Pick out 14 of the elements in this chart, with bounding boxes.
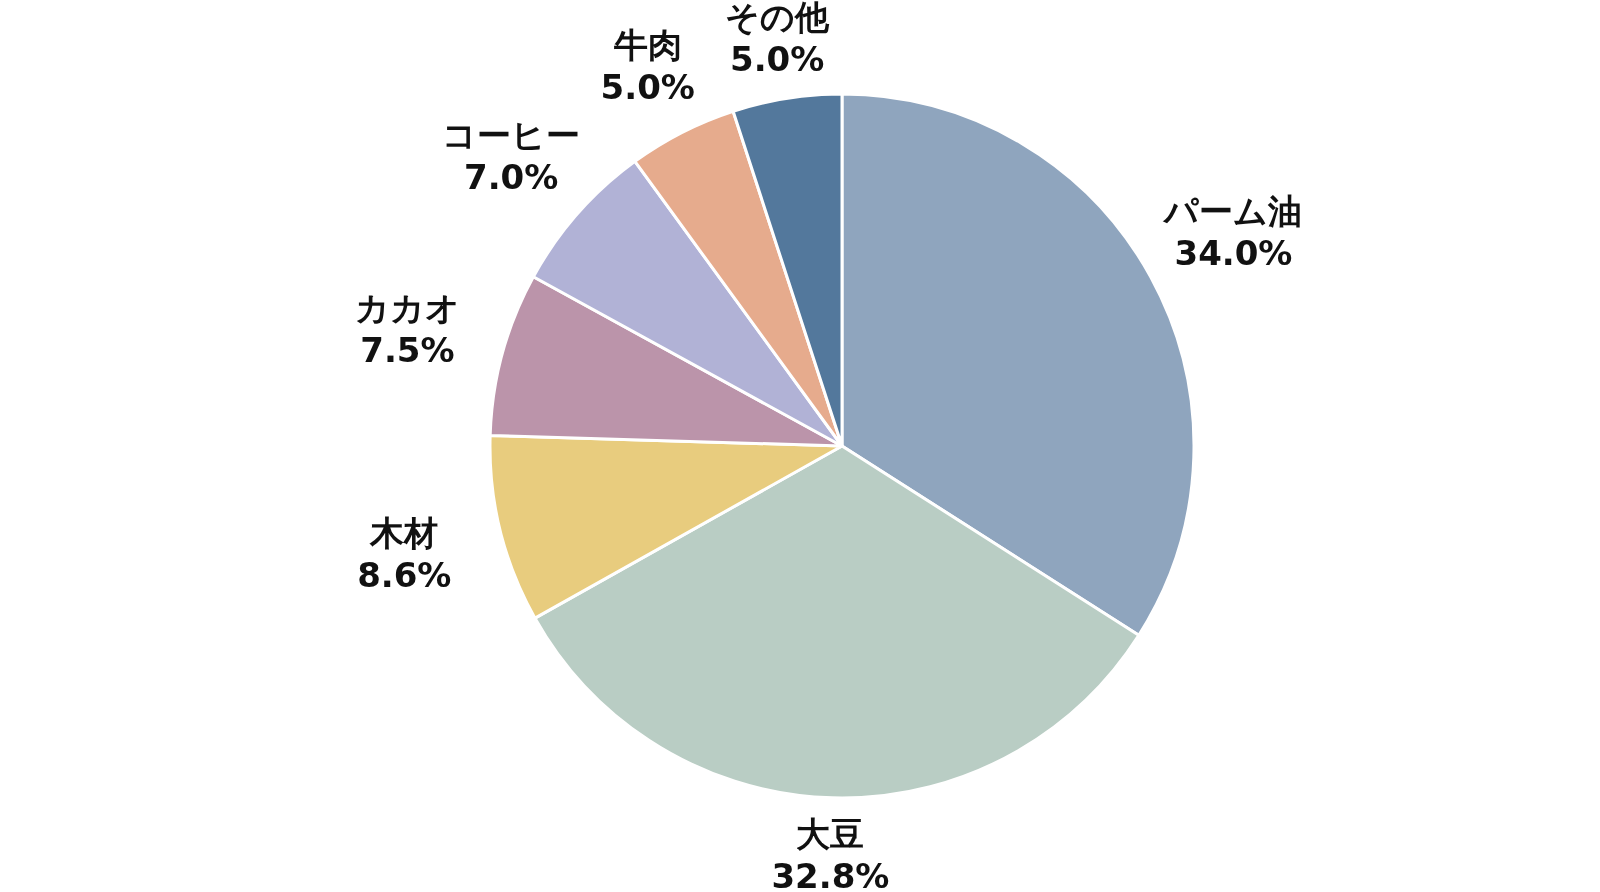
slice-label: 牛肉 bbox=[612, 25, 682, 66]
data-label: 7.5% bbox=[360, 329, 455, 370]
slice-label: 木材 bbox=[369, 513, 439, 554]
data-label: 5.0% bbox=[600, 67, 695, 108]
data-label: 8.6% bbox=[357, 555, 452, 596]
data-label: 32.8% bbox=[771, 856, 890, 892]
slice-label: パーム油 bbox=[1162, 191, 1303, 232]
slice-label: その他 bbox=[725, 0, 831, 38]
data-label: 7.0% bbox=[463, 156, 559, 197]
slice-label: 大豆 bbox=[796, 814, 865, 855]
slice-label: カカオ bbox=[354, 287, 460, 328]
data-label: 5.0% bbox=[730, 39, 825, 80]
slice-label: コーヒー bbox=[442, 114, 581, 155]
data-label: 34.0% bbox=[1174, 233, 1293, 274]
